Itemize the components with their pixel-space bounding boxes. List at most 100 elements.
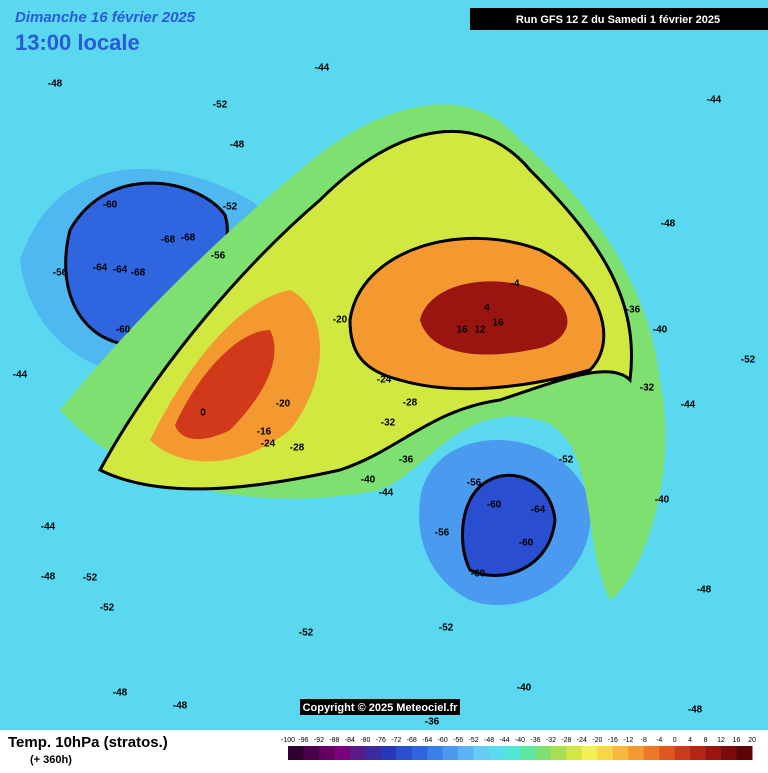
date: Dimanche 16 février 2025	[15, 9, 196, 26]
legend-label: 16	[733, 737, 741, 744]
temp-label: -68	[131, 268, 146, 279]
temp-label: -68	[181, 233, 196, 244]
temp-label: 16	[492, 318, 504, 329]
legend-label: -32	[546, 737, 556, 744]
temp-label: -48	[113, 688, 128, 699]
temp-label: -60	[471, 569, 486, 580]
map-labels: -60-64-68 -68-64 -68-60-56-56-52-48-52-44-…	[13, 63, 756, 728]
map: Dimanche 16 février 2025 13:00 locale Ru…	[0, 0, 768, 730]
legend-label: 4	[688, 737, 692, 744]
temp-label: -52	[223, 202, 238, 213]
temp-label: -60	[487, 500, 502, 511]
temp-label: -56	[435, 528, 450, 539]
legend-label: -24	[577, 737, 587, 744]
temp-label: -36	[399, 455, 414, 466]
temp-label: -48	[41, 572, 56, 583]
legend-label: 8	[704, 737, 708, 744]
legend-swatch	[380, 746, 397, 760]
copyright: Copyright © 2025 Meteociel.fr	[303, 702, 459, 714]
legend-swatch	[318, 746, 335, 760]
legend-label: 0	[673, 737, 677, 744]
warm-east-core	[420, 281, 568, 355]
temp-label: -64	[531, 505, 546, 516]
temp-label: -24	[261, 439, 276, 450]
legend-label: -16	[608, 737, 618, 744]
temp-label: -40	[655, 495, 670, 506]
legend-swatch	[628, 746, 645, 760]
legend-swatch	[643, 746, 660, 760]
temp-label: -44	[41, 522, 56, 533]
temp-label: -36	[425, 717, 440, 728]
temp-label: -32	[640, 383, 655, 394]
temp-label: -52	[741, 355, 756, 366]
legend-label: 20	[748, 737, 756, 744]
legend-swatch	[473, 746, 490, 760]
temp-label: -52	[213, 100, 228, 111]
legend-swatch	[504, 746, 521, 760]
legend-label: -40	[515, 737, 525, 744]
temp-label: -4	[511, 279, 520, 290]
legend-label: -4	[656, 737, 662, 744]
legend-swatch	[581, 746, 598, 760]
legend-swatch	[674, 746, 691, 760]
footer-title: Temp. 10hPa (stratos.)	[8, 734, 168, 751]
legend-label: -44	[499, 737, 509, 744]
temp-label: -48	[173, 701, 188, 712]
legend-label: -76	[376, 737, 386, 744]
legend: -100 -96 -92 -88 -84 -80 -76 -72 -68 -64 -60 -56 -52…	[281, 737, 756, 760]
temp-label: -56	[211, 251, 226, 262]
footer-forecast: (+ 360h)	[30, 754, 72, 766]
legend-label: -12	[623, 737, 633, 744]
temp-label: -16	[257, 427, 272, 438]
legend-swatch	[489, 746, 506, 760]
legend-swatch	[427, 746, 444, 760]
temp-label: -32	[381, 418, 396, 429]
legend-label: -20	[592, 737, 602, 744]
legend-swatch	[288, 746, 304, 760]
temp-label: -24	[377, 375, 392, 386]
legend-swatch	[520, 746, 536, 760]
legend-swatch	[690, 746, 707, 760]
legend-swatch	[612, 746, 629, 760]
temp-label: -28	[290, 443, 305, 454]
temp-label: -36	[626, 305, 641, 316]
legend-swatch	[442, 746, 459, 760]
temp-label: -52	[299, 628, 314, 639]
legend-label: -92	[314, 737, 324, 744]
legend-label: -48	[484, 737, 494, 744]
temp-label: -52	[83, 573, 98, 584]
low2-core	[461, 473, 557, 578]
legend-swatch	[334, 746, 351, 760]
temp-label: -40	[653, 325, 668, 336]
temp-label: -64	[93, 263, 108, 274]
temp-label: -48	[688, 705, 703, 716]
temp-label: -48	[48, 79, 63, 90]
temp-label: -44	[681, 400, 696, 411]
legend-label: -36	[530, 737, 540, 744]
temp-label: -48	[230, 140, 245, 151]
copyright-box	[300, 699, 460, 715]
temp-label: -44	[707, 95, 722, 106]
legend-swatch	[597, 746, 614, 760]
warm-west-core	[175, 330, 275, 440]
legend-swatch	[303, 746, 320, 760]
legend-label: -64	[422, 737, 432, 744]
temp-label: -20	[276, 399, 291, 410]
legend-swatch	[535, 746, 552, 760]
temp-label: 12	[474, 325, 486, 336]
legend-label: -56	[453, 737, 463, 744]
temp-label: -56	[467, 478, 482, 489]
legend-label: -100	[281, 737, 295, 744]
temp-label: -60	[116, 325, 131, 336]
legend-label: -80	[360, 737, 370, 744]
temp-label: -68	[161, 235, 176, 246]
temp-label: -20	[333, 315, 348, 326]
legend-label: -52	[469, 737, 479, 744]
legend-swatch	[458, 746, 475, 760]
temp-label: -60	[103, 200, 118, 211]
temp-label: -64	[113, 265, 128, 276]
legend-swatch	[349, 746, 366, 760]
temp-label: -44	[379, 488, 394, 499]
legend-label: 12	[717, 737, 725, 744]
